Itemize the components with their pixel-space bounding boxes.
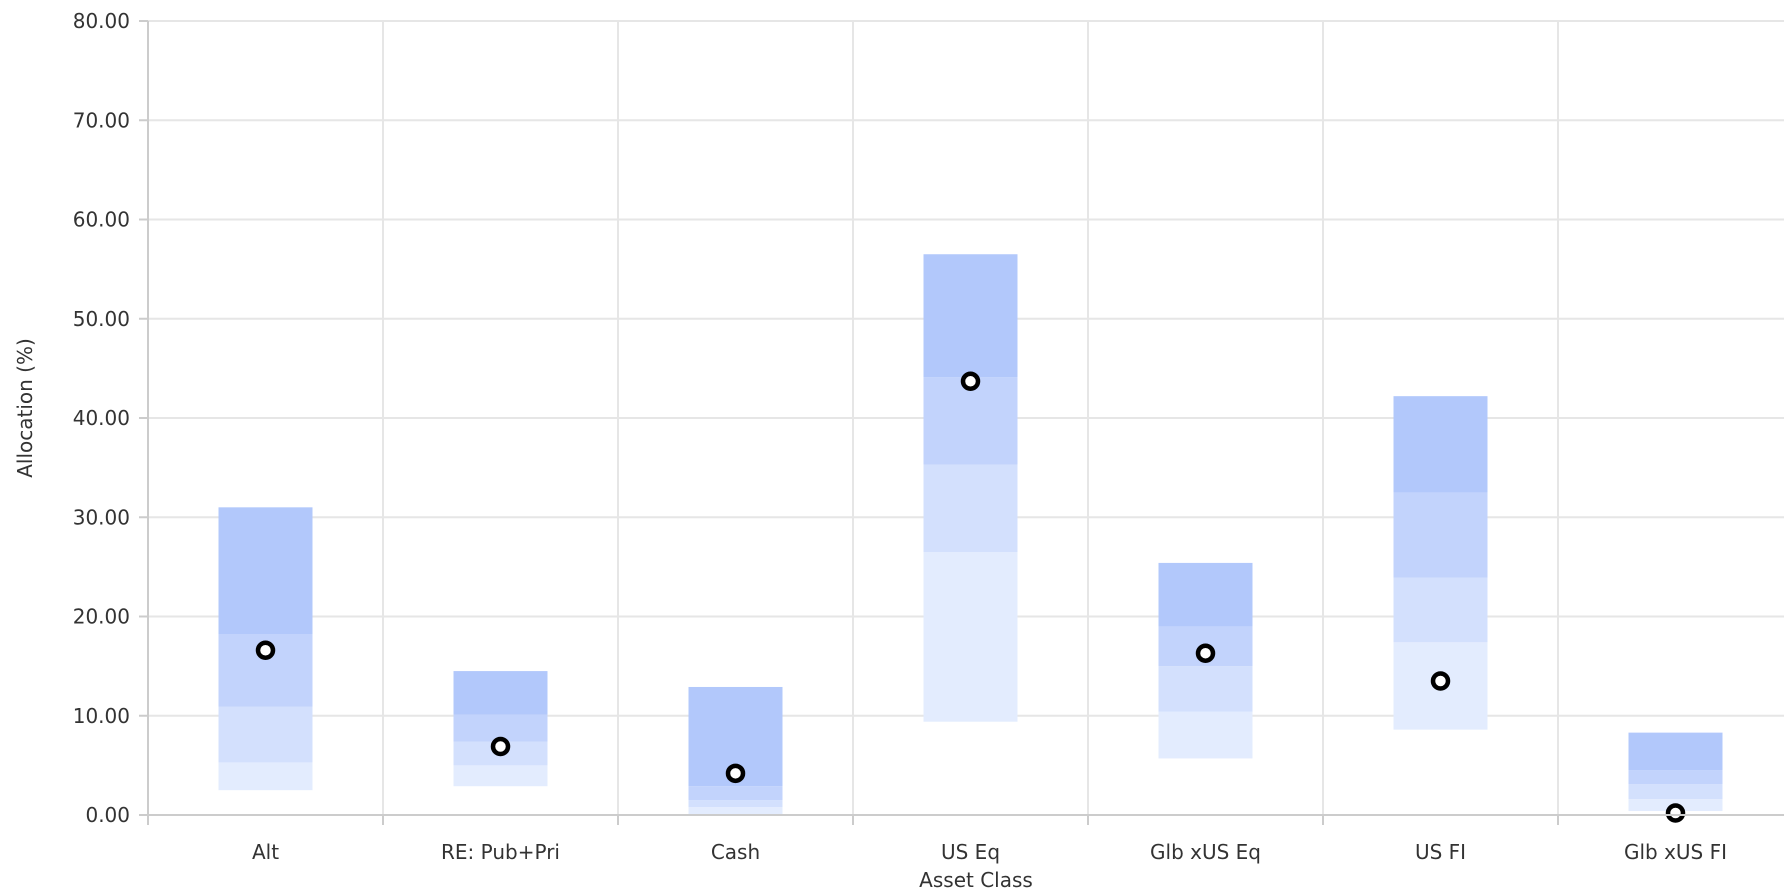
range-band-upper-mid: [1393, 492, 1488, 578]
x-axis-title: Asset Class: [919, 868, 1033, 891]
axes-layer: [139, 20, 1784, 825]
range-band-top: [1393, 396, 1488, 493]
range-band-top: [1628, 732, 1723, 771]
range-band-top: [923, 254, 1018, 378]
range-band-upper-mid: [923, 377, 1018, 465]
range-band-top: [1158, 562, 1253, 627]
value-marker: [1195, 643, 1216, 663]
value-marker: [725, 763, 746, 784]
range-band-bottom: [1158, 711, 1253, 759]
range-band-bottom: [923, 551, 1018, 722]
y-axis-title: Allocation (%): [13, 338, 37, 478]
x-tick-label: Glb xUS Eq: [1150, 840, 1261, 864]
y-tick-label: 60.00: [73, 208, 130, 232]
x-tick-label: Glb xUS FI: [1624, 840, 1727, 864]
range-band-upper-mid: [1628, 770, 1723, 785]
value-marker: [960, 371, 981, 392]
value-marker: [255, 640, 276, 660]
bars-layer: [218, 254, 1723, 815]
y-tick-label: 70.00: [73, 108, 130, 132]
y-tick-label: 20.00: [73, 605, 130, 629]
range-band-lower-mid: [1628, 784, 1723, 800]
range-band-lower-mid: [1158, 666, 1253, 712]
x-tick-label: Cash: [711, 840, 760, 864]
markers-layer: [255, 371, 1686, 823]
range-band-lower-mid: [923, 464, 1018, 552]
range-band-lower-mid: [1393, 577, 1488, 643]
y-tick-label: 10.00: [73, 704, 130, 728]
value-marker: [1665, 803, 1686, 823]
range-band-upper-mid: [688, 786, 783, 801]
range-band-bottom: [218, 762, 313, 791]
y-tick-label: 40.00: [73, 406, 130, 430]
range-band-bottom: [453, 765, 548, 787]
value-marker: [1430, 671, 1451, 691]
y-tick-label: 80.00: [73, 9, 130, 33]
y-tick-label: 30.00: [73, 505, 130, 529]
x-tick-label: RE: Pub+Pri: [441, 840, 560, 864]
range-band-lower-mid: [218, 706, 313, 763]
y-tick-label: 50.00: [73, 307, 130, 331]
x-tick-label: US Eq: [941, 840, 1000, 864]
range-band-top: [453, 671, 548, 715]
y-tick-label: 0.00: [85, 803, 130, 827]
range-band-lower-mid: [688, 800, 783, 808]
value-marker: [490, 736, 511, 757]
range-band-bottom: [688, 807, 783, 815]
range-band-top: [218, 507, 313, 635]
labels-layer: 0.00 10.00 20.00 30.00 40.00 50.00 60.00 70.00 8…: [73, 9, 1727, 864]
x-tick-label: Alt: [252, 840, 279, 864]
x-tick-label: US FI: [1415, 840, 1466, 864]
